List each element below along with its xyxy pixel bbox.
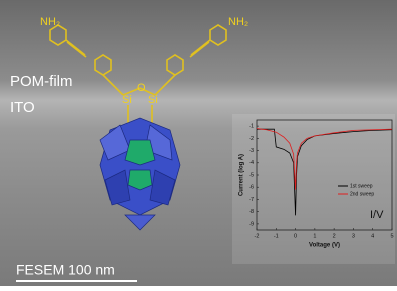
y-tick-label: -2: [249, 136, 254, 142]
substrate-label: ITO: [10, 99, 35, 116]
atom-label: O: [137, 82, 146, 94]
x-tick-label: -1: [274, 233, 279, 239]
atom-label: Si: [122, 94, 132, 106]
amine-label: NH₂: [40, 16, 60, 28]
x-tick-label: -2: [255, 233, 260, 239]
y-tick-label: -3: [249, 148, 254, 154]
legend-label: 1st sweep: [350, 183, 373, 189]
y-tick-label: -6: [249, 185, 254, 191]
y-tick-label: -1: [249, 124, 254, 130]
y-tick-label: -8: [249, 209, 254, 215]
x-tick-label: 3: [352, 233, 355, 239]
film-label: POM-film: [10, 73, 73, 90]
x-axis-label: Voltage (V): [309, 243, 340, 249]
x-tick-label: 4: [371, 233, 374, 239]
x-tick-label: 5: [390, 233, 393, 239]
scale-label: FESEM 100 nm: [16, 262, 115, 278]
figure: NH₂ NH₂ Si O Si POM-film ITO FESEM 100 n…: [0, 0, 397, 286]
y-tick-label: -9: [249, 221, 254, 227]
atom-label: Si: [148, 94, 158, 106]
x-tick-label: 0: [294, 233, 297, 239]
chart-title: I/V: [370, 209, 384, 221]
y-tick-label: -5: [249, 172, 254, 178]
page: NH₂ NH₂ Si O Si POM-film ITO FESEM 100 n…: [0, 0, 397, 286]
legend-label: 2nd sweep: [350, 191, 374, 197]
amine-label: NH₂: [228, 16, 248, 28]
x-tick-label: 2: [333, 233, 336, 239]
x-tick-label: 1: [313, 233, 316, 239]
y-tick-label: -7: [249, 197, 254, 203]
y-tick-label: -4: [249, 160, 254, 166]
y-axis-label: Current (log A): [239, 154, 245, 196]
